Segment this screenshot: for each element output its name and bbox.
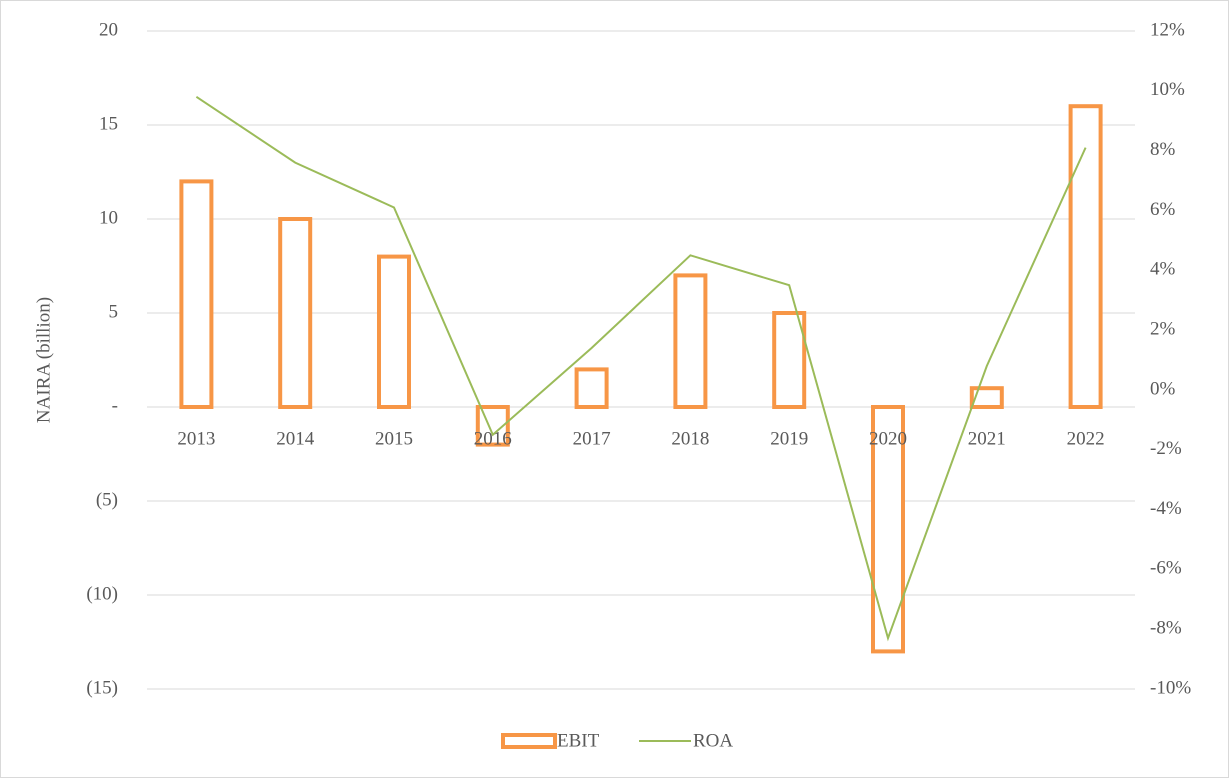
y-tick-label: 15 <box>99 113 118 134</box>
legend-label: ROA <box>693 730 733 751</box>
y2-tick-label: 10% <box>1150 79 1185 100</box>
y-tick-label: 5 <box>109 301 119 322</box>
x-tick-label: 2018 <box>671 428 709 449</box>
x-tick-label: 2015 <box>375 428 413 449</box>
x-tick-label: 2021 <box>968 428 1006 449</box>
legend-label: EBIT <box>557 730 600 751</box>
x-tick-label: 2022 <box>1067 428 1105 449</box>
bar <box>574 367 609 409</box>
x-tick-label: 2014 <box>276 428 315 449</box>
y-tick-label: (15) <box>86 677 118 698</box>
bar <box>969 386 1004 410</box>
y2-tick-label: -2% <box>1150 438 1182 459</box>
y2-tick-label: -4% <box>1150 498 1182 519</box>
legend-swatch <box>501 733 557 749</box>
line <box>195 95 1087 642</box>
y2-tick-label: 0% <box>1150 378 1176 399</box>
x-tick-label: 2019 <box>770 428 808 449</box>
y2-tick-label: 8% <box>1150 139 1176 160</box>
y2-tick-label: 4% <box>1150 259 1176 280</box>
bar <box>1068 104 1103 409</box>
x-tick-label: 2020 <box>869 428 907 449</box>
y-tick-label: - <box>112 395 118 416</box>
y-tick-label: 10 <box>99 207 118 228</box>
y-axis-label: NAIRA (billion) <box>33 297 54 423</box>
bar <box>673 273 708 409</box>
y-tick-label: (5) <box>96 489 118 510</box>
x-tick-label: 2016 <box>474 428 512 449</box>
bar <box>179 179 214 409</box>
x-tick-label: 2013 <box>177 428 215 449</box>
x-tick-label: 2017 <box>573 428 611 449</box>
bar <box>278 217 313 409</box>
y-tick-label: 20 <box>99 19 118 40</box>
y2-tick-label: -8% <box>1150 618 1182 639</box>
y2-tick-label: -6% <box>1150 558 1182 579</box>
bar <box>772 311 807 409</box>
y2-tick-label: 2% <box>1150 318 1176 339</box>
y-tick-label: (10) <box>86 583 118 604</box>
y2-tick-label: 6% <box>1150 199 1176 220</box>
bar <box>377 254 411 409</box>
y2-tick-label: -10% <box>1150 677 1191 698</box>
y2-tick-label: 12% <box>1150 19 1185 40</box>
